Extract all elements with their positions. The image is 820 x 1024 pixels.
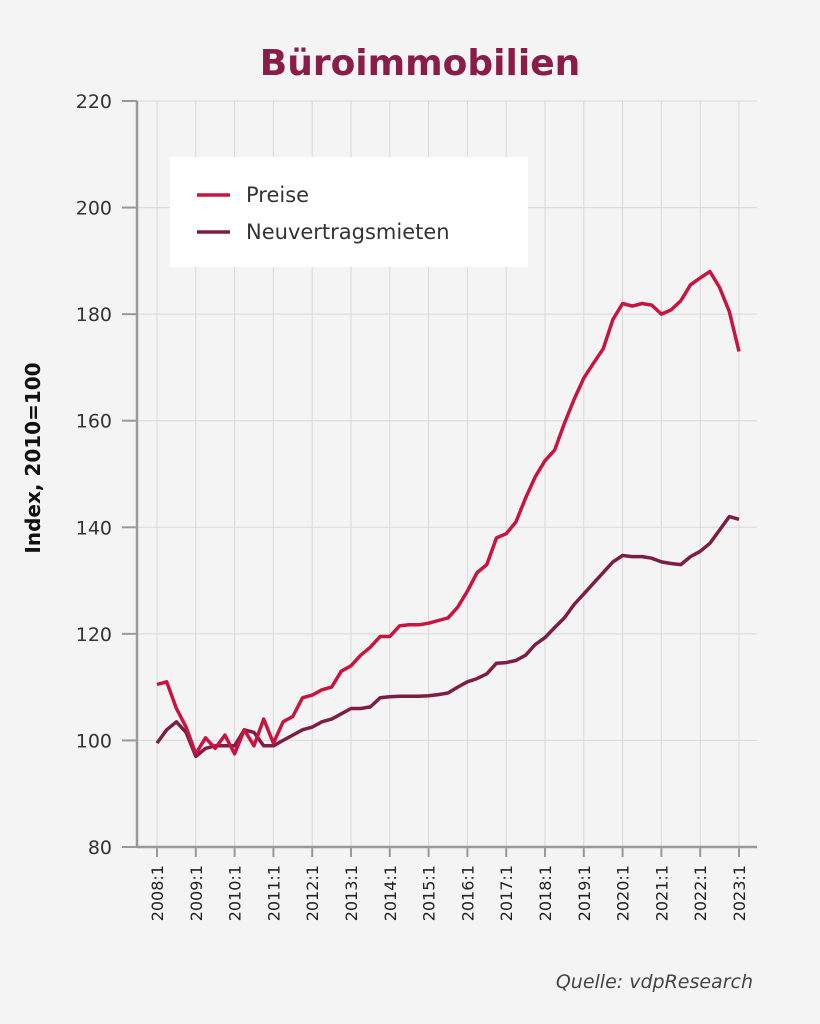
x-tick-label: 2008:1: [148, 865, 167, 921]
y-tick-label: 100: [76, 730, 112, 752]
x-tick-label: 2018:1: [536, 865, 555, 921]
chart-title: Büroimmobilien: [260, 43, 580, 84]
x-tick-label: 2011:1: [264, 865, 283, 921]
x-tick-label: 2022:1: [691, 865, 710, 921]
x-tick-label: 2020:1: [614, 865, 633, 921]
x-tick-label: 2017:1: [497, 865, 516, 921]
legend-label-neuvertragsmieten: Neuvertragsmieten: [246, 220, 450, 244]
x-tick-label: 2019:1: [575, 865, 594, 921]
series-line-preise: [156, 269, 741, 756]
x-tick-label: 2009:1: [187, 865, 206, 921]
y-tick-label: 200: [76, 198, 112, 220]
y-tick-label: 220: [76, 91, 112, 113]
x-tick-label: 2021:1: [652, 865, 671, 921]
y-axis-label: Index, 2010=100: [21, 362, 45, 553]
series-lines: [155, 269, 741, 759]
x-tick-label: 2013:1: [342, 865, 361, 921]
y-tick-label: 120: [76, 624, 112, 646]
axes: 80 100 120 140 160 180 200 220 2008:1 2009:1 2010:…: [76, 91, 757, 921]
legend: Preise Neuvertragsmieten: [170, 157, 528, 267]
x-tick-label: 2012:1: [303, 865, 322, 921]
y-tick-label: 160: [76, 411, 112, 433]
x-tick-label: 2014:1: [381, 865, 400, 921]
legend-box: [170, 157, 528, 267]
y-tick-label: 80: [88, 837, 112, 859]
source-note: Quelle: vdpResearch: [556, 971, 753, 993]
y-tick-label: 180: [76, 304, 112, 326]
x-tick-label: 2023:1: [730, 865, 749, 921]
x-tick-label: 2016:1: [458, 865, 477, 921]
y-tick-label: 140: [76, 517, 112, 539]
series-line-neuvertragsmieten: [155, 514, 740, 759]
legend-label-preise: Preise: [246, 183, 309, 207]
x-tick-label: 2010:1: [226, 865, 245, 921]
x-tick-label: 2015:1: [420, 865, 439, 921]
